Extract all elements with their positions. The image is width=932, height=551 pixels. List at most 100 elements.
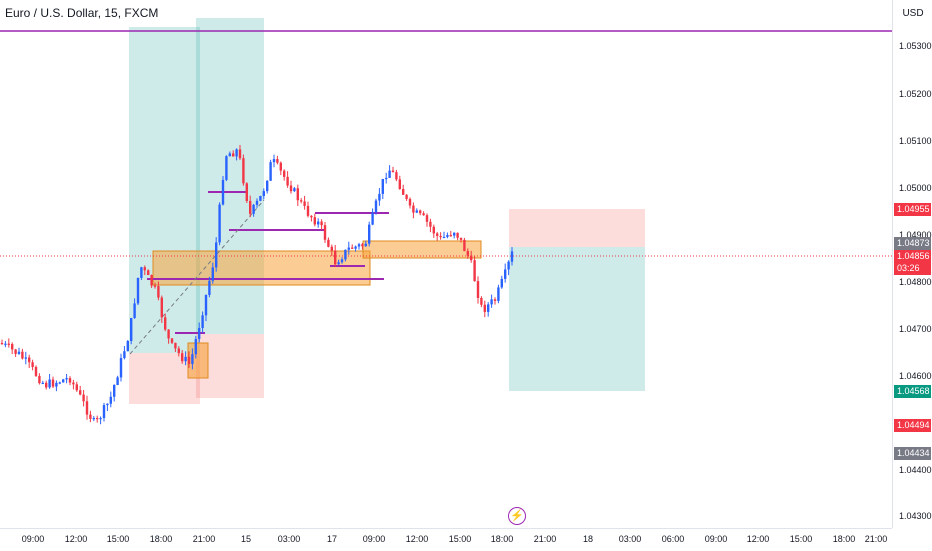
order-block bbox=[362, 240, 482, 259]
candle-body bbox=[463, 239, 466, 252]
time-tick: 18:00 bbox=[832, 534, 856, 544]
candle-body bbox=[68, 378, 72, 383]
candle-body bbox=[500, 278, 503, 288]
candle-body bbox=[48, 379, 51, 388]
candle-body bbox=[85, 401, 89, 415]
candle-body bbox=[510, 251, 514, 262]
candle-body bbox=[327, 239, 330, 247]
candle-body bbox=[28, 357, 31, 363]
lightning-icon[interactable]: ⚡ bbox=[508, 507, 526, 525]
candle-body bbox=[99, 418, 102, 420]
candle-body bbox=[65, 378, 68, 380]
time-tick: 15:00 bbox=[106, 534, 130, 544]
candle-body bbox=[181, 353, 184, 362]
candle-body bbox=[300, 200, 303, 202]
candle-body bbox=[385, 177, 388, 180]
candle-body bbox=[221, 179, 225, 205]
candle-body bbox=[419, 210, 422, 214]
candle-body bbox=[487, 304, 490, 312]
candle-body bbox=[439, 235, 442, 238]
candle-body bbox=[255, 200, 259, 205]
candle-body bbox=[164, 317, 167, 330]
price-tick: 1.05300 bbox=[899, 41, 932, 51]
candle-body bbox=[72, 382, 75, 385]
time-tick: 03:00 bbox=[277, 534, 301, 544]
candle-body bbox=[191, 354, 194, 364]
long-position-zone bbox=[129, 27, 200, 353]
candle-body bbox=[150, 275, 153, 286]
candle-body bbox=[470, 255, 473, 261]
candle-body bbox=[147, 270, 150, 276]
candle-body bbox=[109, 396, 112, 404]
candle-body bbox=[269, 162, 272, 181]
time-tick: 21:00 bbox=[533, 534, 557, 544]
time-tick: 17 bbox=[326, 534, 338, 544]
time-axis[interactable]: 09:00 12:00 15:00 18:00 21:00 15 03:00 1… bbox=[0, 528, 892, 551]
candle-body bbox=[4, 343, 7, 345]
time-tick: 18:00 bbox=[490, 534, 514, 544]
candle-body bbox=[235, 149, 238, 157]
candle-body bbox=[276, 159, 279, 163]
candle-body bbox=[157, 286, 160, 298]
candle-body bbox=[483, 304, 486, 312]
candle-body bbox=[303, 201, 306, 206]
candle-body bbox=[493, 299, 497, 301]
candle-body bbox=[225, 156, 228, 180]
price-chart[interactable] bbox=[0, 0, 892, 528]
candle-body bbox=[351, 247, 354, 249]
candle-body bbox=[89, 414, 92, 419]
candle-body bbox=[340, 259, 344, 263]
candle-body bbox=[184, 356, 187, 362]
price-axis[interactable]: USD 1.05300 1.05200 1.05100 1.05000 1.04… bbox=[892, 0, 932, 528]
candle-body bbox=[262, 191, 265, 196]
candle-body bbox=[334, 250, 337, 265]
candle-body bbox=[136, 277, 140, 304]
candle-body bbox=[357, 244, 361, 247]
candle-body bbox=[174, 342, 177, 349]
price-badge-7: 1.04434 bbox=[894, 447, 931, 460]
candle-body bbox=[143, 267, 146, 271]
candle-body bbox=[140, 267, 143, 278]
candle-body bbox=[58, 382, 61, 384]
price-tick: 1.04600 bbox=[899, 371, 932, 381]
time-tick: 18:00 bbox=[149, 534, 173, 544]
candle-body bbox=[283, 170, 286, 177]
candle-body bbox=[391, 170, 395, 173]
time-tick: 12:00 bbox=[746, 534, 770, 544]
candle-body bbox=[238, 149, 242, 159]
candle-body bbox=[395, 172, 398, 180]
price-tick: 1.04700 bbox=[899, 324, 932, 334]
candle-body bbox=[45, 382, 48, 388]
candle-body bbox=[167, 329, 170, 339]
candle-body bbox=[381, 178, 384, 194]
candle-body bbox=[456, 232, 459, 238]
candle-body bbox=[123, 351, 126, 359]
candle-body bbox=[476, 281, 480, 298]
candle-body bbox=[415, 210, 418, 213]
candle-body bbox=[153, 285, 157, 287]
currency-label[interactable]: USD bbox=[902, 8, 924, 19]
candle-body bbox=[55, 382, 58, 387]
price-tick: 1.05100 bbox=[899, 136, 932, 146]
candle-body bbox=[490, 299, 493, 305]
candle-body bbox=[374, 200, 378, 213]
candle-body bbox=[249, 200, 252, 214]
countdown-badge: 03:26 bbox=[894, 262, 931, 275]
time-tick: 09:00 bbox=[704, 534, 728, 544]
candle-body bbox=[126, 341, 129, 352]
candle-body bbox=[504, 269, 507, 279]
candle-body bbox=[41, 382, 44, 385]
candle-body bbox=[34, 367, 38, 376]
candle-body bbox=[310, 215, 313, 218]
candle-body bbox=[320, 221, 323, 226]
candle-body bbox=[24, 357, 27, 359]
candle-body bbox=[92, 417, 95, 420]
take-profit-zone bbox=[509, 247, 645, 391]
candle-body bbox=[432, 226, 435, 234]
candle-body bbox=[194, 339, 197, 355]
candle-body bbox=[313, 217, 316, 225]
candle-body bbox=[296, 188, 299, 201]
candle-body bbox=[102, 405, 106, 419]
candle-body bbox=[449, 235, 452, 237]
time-tick: 09:00 bbox=[362, 534, 386, 544]
